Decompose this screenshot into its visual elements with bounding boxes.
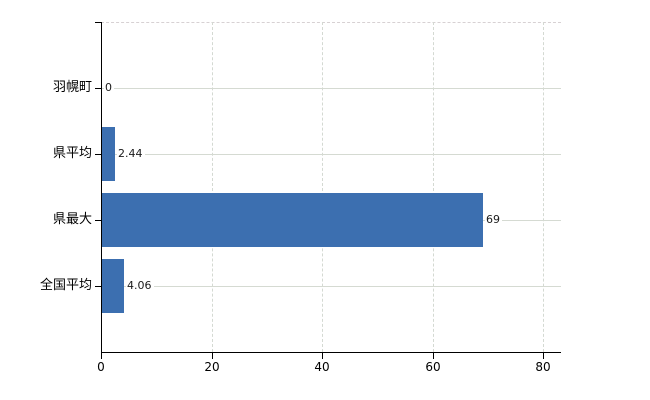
x-axis-tick <box>212 353 213 359</box>
x-tick-label: 0 <box>97 360 105 374</box>
x-gridline <box>433 22 434 352</box>
bar-value-label: 0 <box>104 81 114 95</box>
category-label: 県平均 <box>52 146 92 161</box>
y-axis-line <box>101 22 102 353</box>
y-axis-tick <box>95 286 101 287</box>
x-axis-tick <box>433 353 434 359</box>
category-gridline <box>101 286 561 287</box>
category-gridline <box>101 154 561 155</box>
bar-value-label: 2.44 <box>117 147 145 161</box>
y-axis-tick <box>95 220 101 221</box>
x-axis-tick <box>543 353 544 359</box>
bar <box>102 127 115 181</box>
category-label: 全国平均 <box>39 278 92 293</box>
x-tick-label: 80 <box>535 360 551 374</box>
category-gridline <box>101 88 561 89</box>
bar <box>102 259 124 313</box>
x-axis-tick <box>322 353 323 359</box>
x-tick-label: 60 <box>425 360 441 374</box>
bar-value-label: 4.06 <box>126 279 154 293</box>
y-axis-tick <box>95 22 101 23</box>
x-tick-label: 20 <box>204 360 220 374</box>
category-label: 羽幌町 <box>52 80 92 95</box>
category-label: 県最大 <box>52 212 92 227</box>
x-gridline <box>322 22 323 352</box>
y-axis-tick <box>95 154 101 155</box>
plot-top-border <box>101 22 561 23</box>
x-tick-label: 40 <box>314 360 330 374</box>
x-axis-tick <box>101 353 102 359</box>
bar <box>102 193 483 247</box>
x-gridline <box>212 22 213 352</box>
y-axis-tick <box>95 88 101 89</box>
x-axis-line <box>101 352 561 353</box>
bar-value-label: 69 <box>485 213 502 227</box>
x-gridline <box>543 22 544 352</box>
